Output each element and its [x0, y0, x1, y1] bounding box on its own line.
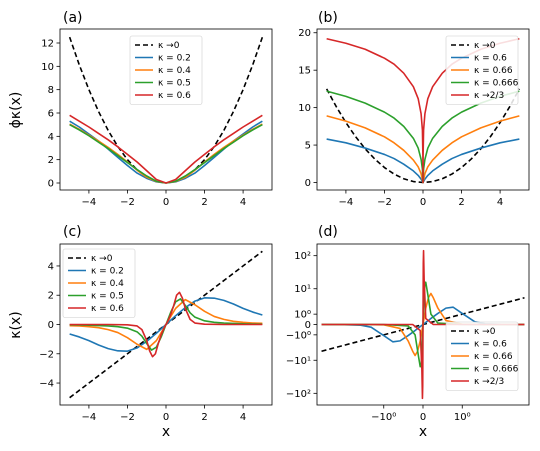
y-tick-label: 8	[48, 85, 54, 96]
legend-entry: κ = 0.5	[91, 292, 124, 302]
legend-entry: κ = 0.4	[91, 279, 124, 289]
legend-entry: κ = 0.2	[158, 54, 191, 64]
legend-entry: κ = 0.4	[158, 66, 191, 76]
legend-box	[129, 35, 203, 105]
x-tick-label: 0	[163, 412, 169, 423]
y-tick-label: 12	[41, 39, 54, 50]
legend-entry: κ = 0.5	[158, 79, 191, 89]
legend-entry: κ = 0.6	[158, 91, 191, 101]
y-tick-label: −10⁰	[286, 330, 311, 341]
legend-entry: κ →0	[158, 41, 180, 51]
x-tick-label: 4	[240, 197, 246, 208]
x-tick-label: −2	[377, 197, 392, 208]
panel-c-frame	[59, 243, 273, 406]
panel-c-legend: κ →0 κ = 0.2 κ = 0.4 κ = 0.5 κ = 0.6	[62, 248, 136, 318]
x-tick-label: 4	[240, 412, 246, 423]
series-line-2	[69, 120, 263, 184]
y-tick-label: 10¹	[294, 284, 311, 295]
panel-d-legend: κ →0 κ = 0.6 κ = 0.66 κ = 0.666 κ →2/3	[445, 321, 519, 391]
legend-entry: κ = 0.666	[474, 79, 519, 89]
legend-entry: κ = 0.6	[474, 54, 507, 64]
y-tick-label: 4	[48, 261, 54, 272]
x-tick-label: −4	[339, 197, 354, 208]
x-tick-label: 0	[420, 197, 426, 208]
legend-box	[62, 248, 136, 318]
x-tick-label: −10⁰	[371, 412, 396, 423]
panel-a-plot-area	[68, 36, 264, 184]
y-tick-label: 4	[48, 132, 54, 143]
y-tick-label: 6	[48, 109, 54, 120]
x-tick-label: 2	[458, 197, 464, 208]
x-tick-label: 0	[420, 412, 426, 423]
panel-a-ticks: −4 −2 0 2 4 0 2 4 6 8 10 12	[41, 39, 246, 209]
y-tick-label: 10²	[294, 251, 311, 262]
y-tick-label: 2	[48, 155, 54, 166]
x-tick-label: 10⁰	[454, 412, 471, 423]
panel-c-ylabel: κ(x)	[8, 311, 24, 338]
x-tick-label: 0	[163, 197, 169, 208]
y-tick-label: 2	[48, 291, 54, 302]
panel-b-label: (b)	[318, 10, 338, 26]
y-tick-label: 10	[298, 103, 311, 114]
panel-a-label: (a)	[63, 10, 83, 26]
y-tick-label: −10¹	[286, 356, 311, 367]
series-line-5	[69, 114, 263, 184]
legend-entry: κ = 0.66	[474, 66, 513, 76]
panel-d-label: (d)	[318, 224, 338, 240]
x-tick-label: 4	[497, 197, 503, 208]
x-tick-label: −2	[120, 412, 135, 423]
legend-entry: κ = 0.6	[91, 304, 124, 314]
legend-entry: κ = 0.666	[474, 365, 519, 375]
x-tick-label: 2	[201, 412, 207, 423]
y-tick-label: 15	[298, 66, 311, 77]
panel-b-legend: κ →0 κ = 0.6 κ = 0.66 κ = 0.666 κ →2/3	[445, 35, 519, 105]
legend-entry: κ = 0.2	[91, 267, 124, 277]
panel-d-frame	[316, 243, 530, 406]
y-tick-label: 0	[305, 320, 311, 331]
y-tick-label: 0	[48, 179, 54, 190]
x-tick-label: 2	[201, 197, 207, 208]
legend-entry: κ →0	[474, 41, 496, 51]
legend-box	[445, 321, 519, 391]
legend-entry: κ →2/3	[474, 91, 504, 101]
panel-c: −4 −2 0 2 4 −4 −2 0 2 4 (c) κ(x) x κ →0 κ = 0.2 κ =…	[8, 224, 273, 440]
x-tick-label: −4	[82, 412, 97, 423]
x-tick-label: −4	[82, 197, 97, 208]
legend-entry: κ →0	[91, 254, 113, 264]
panel-a-ylabel: ϕκ(x)	[8, 92, 24, 129]
panel-a-legend: κ →0 κ = 0.2 κ = 0.4 κ = 0.5 κ = 0.6	[129, 35, 203, 105]
panel-b-frame	[316, 28, 530, 191]
y-tick-label: 0	[305, 178, 311, 189]
y-tick-label: 20	[298, 28, 311, 39]
legend-entry: κ = 0.6	[474, 340, 507, 350]
legend-entry: κ = 0.66	[474, 352, 513, 362]
y-tick-label: 10⁰	[294, 310, 311, 321]
panel-c-xlabel: x	[162, 424, 170, 440]
y-tick-label: 10	[41, 62, 54, 73]
series-line-5	[321, 249, 525, 400]
panel-b-ticks: −4 −2 0 2 4 0 5 10 15 20	[298, 28, 503, 208]
panel-a-frame	[59, 28, 273, 191]
panel-c-label: (c)	[63, 224, 82, 240]
x-tick-label: −2	[120, 197, 135, 208]
y-tick-label: 0	[48, 320, 54, 331]
panel-d-xlabel: x	[419, 424, 427, 440]
y-tick-label: −4	[39, 379, 54, 390]
legend-entry: κ →0	[474, 327, 496, 337]
legend-box	[445, 35, 519, 105]
y-tick-label: −2	[39, 349, 54, 360]
y-tick-label: 5	[305, 141, 311, 152]
series-line-5	[69, 291, 263, 358]
legend-entry: κ →2/3	[474, 377, 504, 387]
panel-c-plot-area	[69, 250, 263, 399]
y-tick-label: −10²	[286, 389, 311, 400]
panel-c-ticks: −4 −2 0 2 4 −4 −2 0 2 4	[39, 261, 246, 423]
